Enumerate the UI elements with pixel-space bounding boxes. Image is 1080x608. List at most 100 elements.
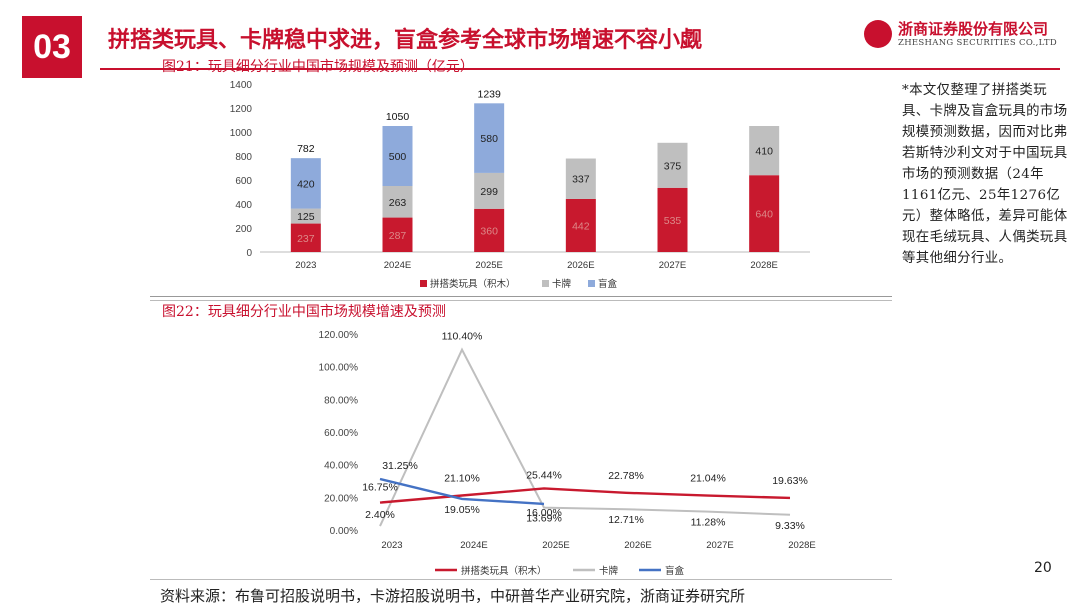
- legend-label: 卡牌: [552, 278, 572, 290]
- y-tick-label: 40.00%: [324, 461, 358, 472]
- legend-swatch: [588, 280, 595, 287]
- logo-name-en: ZHESHANG SECURITIES CO.,LTD: [898, 38, 1057, 48]
- figure22-line-chart: 0.00% 20.00% 40.00% 60.00% 80.00% 100.00% 120.…: [319, 330, 816, 577]
- data-label: 16.00%: [526, 507, 562, 519]
- bar-segment-2: [657, 142, 688, 188]
- bar-value-label: 263: [389, 197, 407, 209]
- bar-total-label: 1239: [477, 88, 501, 100]
- y-tick-label: 0: [246, 248, 252, 259]
- bar-value-label: 287: [389, 230, 407, 242]
- data-label: 16.75%: [362, 482, 398, 494]
- figure21-stacked-bar-chart: 0 200 400 600 800 1000 1200 1400 2023 237 125 420 78…: [230, 80, 810, 290]
- bar-value-label: 360: [480, 225, 498, 237]
- data-label: 2.40%: [365, 509, 395, 521]
- bar-segment-1: [290, 223, 321, 252]
- bar-segment-2: [474, 172, 505, 209]
- bar-value-label: 125: [297, 211, 315, 223]
- x-tick-label: 2026E: [624, 540, 651, 551]
- x-tick-label: 2023: [295, 260, 316, 271]
- y-tick-label: 200: [235, 224, 252, 235]
- y-tick-label: 400: [235, 200, 252, 211]
- x-tick-label: 2024E: [460, 540, 487, 551]
- data-label: 21.04%: [690, 473, 726, 485]
- source-divider: [150, 579, 892, 580]
- bar-value-label: 299: [480, 186, 498, 198]
- bar-segment-2: [382, 186, 413, 218]
- bar-segment-2: [565, 158, 596, 199]
- x-tick-label: 2028E: [788, 540, 815, 551]
- data-label: 13.69%: [526, 513, 562, 525]
- legend-swatch: [542, 280, 549, 287]
- bar-segment-1: [382, 217, 413, 252]
- legend-label: 拼搭类玩具（积木）: [461, 565, 547, 577]
- y-tick-label: 120.00%: [319, 330, 359, 341]
- data-label: 25.44%: [526, 469, 562, 481]
- side-note: *本文仅整理了拼搭类玩具、卡牌及盲盒玩具的市场规模预测数据，因而对比弗若斯特沙利…: [902, 83, 1068, 266]
- x-tick-label: 2027E: [706, 540, 733, 551]
- series-line-2: [379, 347, 791, 527]
- bar-value-label: 580: [480, 133, 498, 145]
- header-divider: [100, 68, 1060, 70]
- bar-segment-3: [290, 158, 321, 209]
- legend-swatch: [420, 280, 427, 287]
- bar-value-label: 420: [297, 178, 315, 190]
- y-tick-label: 60.00%: [324, 428, 358, 439]
- company-logo: 浙商证券股份有限公司 ZHESHANG SECURITIES CO.,LTD: [864, 18, 1064, 52]
- legend-label: 拼搭类玩具（积木）: [430, 278, 516, 290]
- figure22-title: 图22：玩具细分行业中国市场规模增速及预测: [162, 304, 446, 320]
- page-number: 20: [1034, 560, 1052, 576]
- x-tick-label: 2025E: [475, 260, 502, 271]
- logo-name-cn: 浙商证券股份有限公司: [898, 20, 1049, 38]
- y-tick-label: 1000: [230, 128, 253, 139]
- x-tick-label: 2025E: [542, 540, 569, 551]
- data-label: 11.28%: [691, 517, 726, 529]
- data-label: 19.05%: [444, 504, 480, 516]
- y-tick-label: 100.00%: [319, 363, 359, 374]
- bar-value-label: 500: [389, 151, 407, 163]
- bar-segment-1: [474, 208, 505, 252]
- bar-value-label: 410: [755, 146, 773, 158]
- bar-total-label: 782: [297, 143, 315, 155]
- bar-value-label: 535: [664, 215, 682, 227]
- data-label: 110.40%: [442, 331, 483, 343]
- bar-value-label: 237: [297, 233, 315, 245]
- legend-label: 盲盒: [598, 278, 618, 290]
- x-tick-label: 2028E: [750, 260, 777, 271]
- data-label: 9.33%: [775, 520, 805, 532]
- x-tick-label: 2024E: [384, 260, 411, 271]
- series-line-1: [379, 487, 791, 504]
- y-tick-label: 1200: [230, 104, 253, 115]
- bar-segment-2: [749, 126, 780, 176]
- section-number-badge: 03: [22, 16, 82, 78]
- bar-segment-2: [290, 208, 321, 224]
- legend-label: 卡牌: [599, 565, 619, 577]
- bar-value-label: 640: [755, 209, 773, 221]
- x-tick-label: 2027E: [659, 260, 686, 271]
- y-tick-label: 20.00%: [324, 493, 358, 504]
- bar-segment-3: [474, 103, 505, 173]
- bar-total-label: 1050: [386, 111, 410, 123]
- figure21-title: 图21：玩具细分行业中国市场规模及预测（亿元）: [162, 59, 474, 75]
- data-label: 19.63%: [772, 475, 808, 487]
- bar-value-label: 337: [572, 174, 590, 186]
- x-tick-label: 2026E: [567, 260, 594, 271]
- bar-segment-1: [657, 187, 688, 252]
- data-label: 22.78%: [608, 470, 644, 482]
- logo-emblem-icon: [864, 20, 892, 48]
- y-tick-label: 800: [235, 152, 252, 163]
- source-note: 资料来源：布鲁可招股说明书，卡游招股说明书，中研普华产业研究院，浙商证券研究所: [160, 587, 746, 605]
- figure21-frame: [150, 74, 892, 297]
- bar-value-label: 375: [664, 160, 682, 172]
- legend-label: 盲盒: [665, 565, 685, 577]
- bar-segment-1: [749, 175, 780, 252]
- y-tick-label: 80.00%: [324, 395, 358, 406]
- y-tick-label: 0.00%: [330, 526, 358, 537]
- y-tick-label: 600: [235, 176, 252, 187]
- data-label: 21.10%: [444, 473, 480, 485]
- y-tick-label: 1400: [230, 80, 253, 91]
- x-tick-label: 2023: [381, 540, 402, 551]
- bar-value-label: 442: [572, 220, 590, 232]
- data-label: 12.71%: [608, 514, 644, 526]
- figure22-divider: [150, 300, 892, 301]
- series-line-3: [379, 477, 545, 506]
